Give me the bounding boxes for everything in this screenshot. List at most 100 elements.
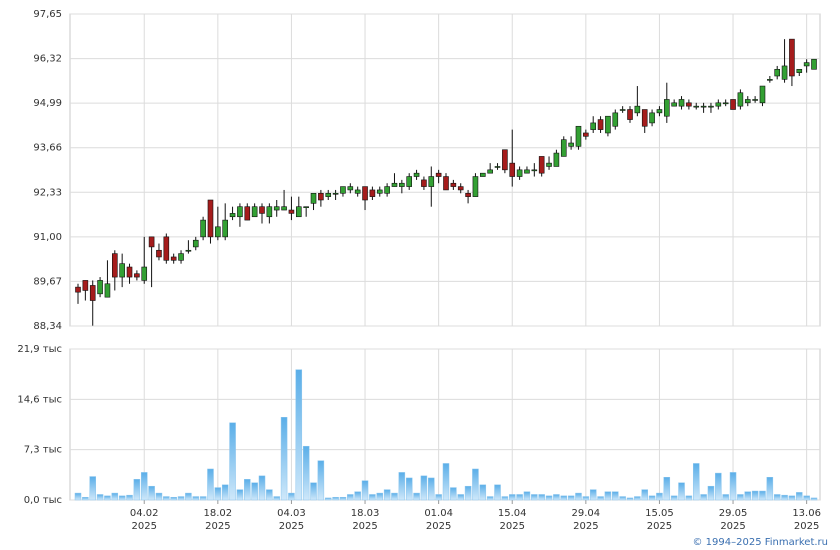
volume-bar xyxy=(221,484,229,501)
candle-body xyxy=(104,283,111,298)
volume-bar xyxy=(214,487,222,501)
x-tick-year: 2025 xyxy=(426,521,451,532)
volume-bar xyxy=(332,496,339,501)
candle-body xyxy=(811,58,817,70)
volume-bar xyxy=(398,472,406,501)
candle-body xyxy=(237,206,243,218)
candle-body xyxy=(413,172,420,177)
candle-body xyxy=(443,176,449,191)
volume-bar xyxy=(744,491,752,501)
candle-body xyxy=(354,189,361,194)
volume-bar xyxy=(236,489,244,501)
candle-body xyxy=(612,112,619,127)
candle-body xyxy=(266,206,273,218)
volume-bar xyxy=(560,495,568,501)
candle-body xyxy=(663,99,670,117)
volume-bar xyxy=(648,495,656,501)
volume-bar xyxy=(280,417,288,501)
volume-bar xyxy=(582,496,590,501)
candle-body xyxy=(82,280,89,291)
y-tick-label: 92,33 xyxy=(33,187,62,198)
y-tick-label: 7,3 тыс xyxy=(24,445,62,456)
candle-body xyxy=(281,206,287,211)
volume-bar xyxy=(700,494,707,501)
candle-body xyxy=(384,186,390,194)
volume-bar xyxy=(405,477,413,501)
candle-body xyxy=(222,219,228,238)
candle-body xyxy=(170,256,177,261)
candle-body xyxy=(192,239,199,248)
candle-body xyxy=(752,99,758,101)
volume-bar xyxy=(288,492,295,501)
volume-bar xyxy=(715,472,722,501)
x-tick-year: 2025 xyxy=(573,521,598,532)
candle-body xyxy=(457,186,464,191)
volume-bar xyxy=(759,490,766,501)
volume-bar xyxy=(641,489,648,501)
candle-body xyxy=(789,38,795,77)
volume-bar xyxy=(391,492,398,501)
volume-bar xyxy=(796,492,803,501)
candle-body xyxy=(502,149,508,171)
candle-body xyxy=(97,280,103,295)
candle-body xyxy=(340,186,346,194)
volume-bar xyxy=(89,476,96,501)
volume-bar xyxy=(538,494,545,501)
candle-body xyxy=(627,109,633,120)
candle-body xyxy=(391,182,398,187)
volume-bar xyxy=(722,494,729,501)
x-tick-label: 29.05 xyxy=(719,508,748,519)
candle-body xyxy=(251,206,258,218)
volume-bar xyxy=(428,477,435,501)
candle-body xyxy=(215,226,221,238)
candle-body xyxy=(207,199,214,238)
volume-bar xyxy=(383,489,391,501)
candle-body xyxy=(759,85,766,104)
candle-body xyxy=(715,102,722,107)
volume-bar xyxy=(413,492,420,501)
volume-bar xyxy=(810,497,818,501)
volume-bar xyxy=(347,494,354,501)
candle-body xyxy=(671,102,677,107)
volume-bar xyxy=(450,487,457,501)
candle-body xyxy=(619,109,626,111)
candle-body xyxy=(538,156,545,174)
volume-bar xyxy=(133,479,141,501)
volume-bar xyxy=(766,476,774,501)
volume-bar xyxy=(273,496,280,501)
candle-body xyxy=(494,166,501,168)
volume-bar xyxy=(420,475,428,501)
candle-body xyxy=(89,285,96,301)
candle-body xyxy=(112,253,118,278)
candle-body xyxy=(450,182,457,187)
candle-body xyxy=(229,213,236,218)
x-tick-label: 13.06 xyxy=(792,508,821,519)
x-tick-year: 2025 xyxy=(352,521,377,532)
candle-body xyxy=(472,176,479,197)
volume-bar xyxy=(634,496,641,501)
x-tick-label: 18.02 xyxy=(204,508,233,519)
volume-bar xyxy=(751,490,759,501)
x-tick-label: 01.04 xyxy=(424,508,453,519)
candle-body xyxy=(560,139,567,157)
candle-body xyxy=(781,65,788,80)
volume-bar xyxy=(545,495,553,501)
candle-body xyxy=(479,172,486,177)
candle-body xyxy=(796,68,803,73)
volume-bar xyxy=(788,495,796,501)
candle-body xyxy=(553,152,560,167)
candle-body xyxy=(295,206,302,218)
candle-body xyxy=(435,172,442,177)
volume-bar xyxy=(369,494,376,501)
candle-body xyxy=(178,253,184,261)
volume-bar xyxy=(96,494,104,501)
volume-bar xyxy=(692,463,700,501)
volume-bar xyxy=(266,489,273,501)
volume-bar xyxy=(324,497,332,501)
candle-body xyxy=(641,109,648,127)
x-tick-year: 2025 xyxy=(647,521,672,532)
volume-bar xyxy=(435,494,442,501)
volume-bar xyxy=(177,496,185,501)
volume-bar xyxy=(612,491,619,501)
candle-body xyxy=(531,169,538,172)
